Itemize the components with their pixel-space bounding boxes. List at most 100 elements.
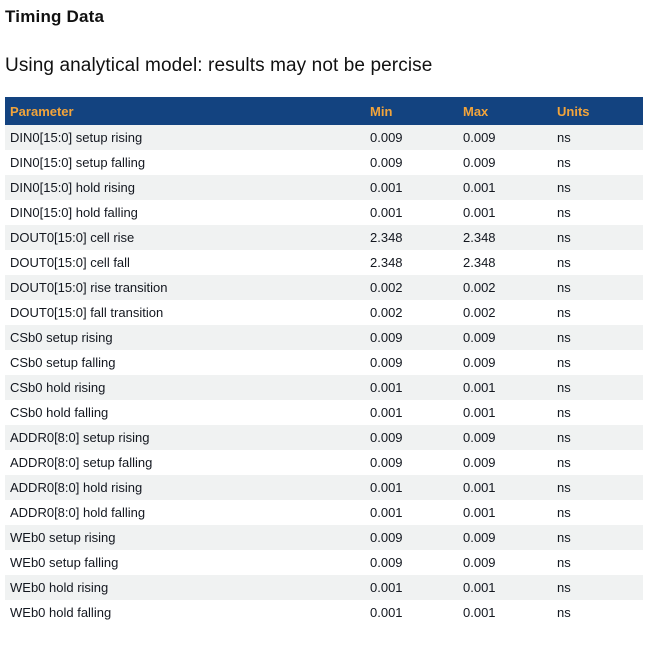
table-row: ADDR0[8:0] setup falling 0.009 0.009 ns bbox=[5, 450, 643, 475]
cell-parameter: WEb0 setup falling bbox=[10, 555, 119, 570]
cell-min: 0.009 bbox=[370, 330, 403, 345]
cell-units: ns bbox=[557, 555, 571, 570]
table-row: ADDR0[8:0] setup rising 0.009 0.009 ns bbox=[5, 425, 643, 450]
cell-units: ns bbox=[557, 280, 571, 295]
table-row: WEb0 setup falling 0.009 0.009 ns bbox=[5, 550, 643, 575]
table-row: WEb0 hold rising 0.001 0.001 ns bbox=[5, 575, 643, 600]
cell-parameter: CSb0 setup rising bbox=[10, 330, 113, 345]
cell-units: ns bbox=[557, 330, 571, 345]
table-body: DIN0[15:0] setup rising 0.009 0.009 ns DIN0[… bbox=[5, 125, 643, 625]
cell-min: 0.002 bbox=[370, 305, 403, 320]
table-row: DOUT0[15:0] fall transition 0.002 0.002 ns bbox=[5, 300, 643, 325]
table-row: WEb0 setup rising 0.009 0.009 ns bbox=[5, 525, 643, 550]
table-row: DOUT0[15:0] cell fall 2.348 2.348 ns bbox=[5, 250, 643, 275]
cell-max: 0.001 bbox=[463, 205, 496, 220]
cell-parameter: DOUT0[15:0] cell rise bbox=[10, 230, 135, 245]
cell-max: 0.009 bbox=[463, 155, 496, 170]
cell-min: 0.009 bbox=[370, 555, 403, 570]
cell-units: ns bbox=[557, 255, 571, 270]
cell-min: 0.009 bbox=[370, 155, 403, 170]
cell-parameter: DIN0[15:0] hold falling bbox=[10, 205, 138, 220]
column-header-parameter: Parameter bbox=[5, 97, 365, 125]
page-subtitle: Using analytical model: results may not … bbox=[5, 55, 433, 76]
cell-max: 0.009 bbox=[463, 130, 496, 145]
cell-parameter: DOUT0[15:0] rise transition bbox=[10, 280, 168, 295]
table-row: CSb0 hold rising 0.001 0.001 ns bbox=[5, 375, 643, 400]
cell-min: 0.001 bbox=[370, 180, 403, 195]
cell-units: ns bbox=[557, 205, 571, 220]
cell-parameter: CSb0 setup falling bbox=[10, 355, 116, 370]
cell-parameter: DIN0[15:0] setup falling bbox=[10, 155, 146, 170]
cell-parameter: WEb0 setup rising bbox=[10, 530, 116, 545]
cell-units: ns bbox=[557, 430, 571, 445]
cell-parameter: ADDR0[8:0] hold falling bbox=[10, 505, 146, 520]
table-row: ADDR0[8:0] hold falling 0.001 0.001 ns bbox=[5, 500, 643, 525]
cell-max: 0.001 bbox=[463, 180, 496, 195]
cell-units: ns bbox=[557, 605, 571, 620]
column-header-max: Max bbox=[458, 97, 552, 125]
cell-max: 0.009 bbox=[463, 555, 496, 570]
timing-table: Parameter Min Max Units DIN0[15:0] setup… bbox=[5, 97, 643, 625]
cell-min: 0.009 bbox=[370, 455, 403, 470]
cell-max: 2.348 bbox=[463, 255, 496, 270]
cell-parameter: ADDR0[8:0] hold rising bbox=[10, 480, 143, 495]
cell-units: ns bbox=[557, 130, 571, 145]
table-row: ADDR0[8:0] hold rising 0.001 0.001 ns bbox=[5, 475, 643, 500]
cell-min: 0.001 bbox=[370, 205, 403, 220]
cell-parameter: DOUT0[15:0] cell fall bbox=[10, 255, 130, 270]
cell-min: 0.002 bbox=[370, 280, 403, 295]
cell-units: ns bbox=[557, 480, 571, 495]
cell-units: ns bbox=[557, 305, 571, 320]
table-row: CSb0 setup rising 0.009 0.009 ns bbox=[5, 325, 643, 350]
cell-max: 0.009 bbox=[463, 355, 496, 370]
cell-parameter: DIN0[15:0] hold rising bbox=[10, 180, 136, 195]
cell-min: 0.009 bbox=[370, 430, 403, 445]
cell-max: 0.009 bbox=[463, 530, 496, 545]
cell-units: ns bbox=[557, 405, 571, 420]
cell-min: 0.009 bbox=[370, 355, 403, 370]
table-row: CSb0 setup falling 0.009 0.009 ns bbox=[5, 350, 643, 375]
cell-units: ns bbox=[557, 505, 571, 520]
table-row: DIN0[15:0] hold rising 0.001 0.001 ns bbox=[5, 175, 643, 200]
table-row: WEb0 hold falling 0.001 0.001 ns bbox=[5, 600, 643, 625]
cell-min: 0.001 bbox=[370, 405, 403, 420]
cell-min: 2.348 bbox=[370, 230, 403, 245]
cell-max: 0.002 bbox=[463, 305, 496, 320]
cell-parameter: WEb0 hold falling bbox=[10, 605, 112, 620]
cell-max: 0.001 bbox=[463, 480, 496, 495]
cell-max: 0.001 bbox=[463, 380, 496, 395]
cell-min: 0.009 bbox=[370, 530, 403, 545]
cell-max: 0.009 bbox=[463, 430, 496, 445]
column-header-units: Units bbox=[552, 97, 643, 125]
column-header-min: Min bbox=[365, 97, 458, 125]
cell-units: ns bbox=[557, 180, 571, 195]
cell-units: ns bbox=[557, 155, 571, 170]
page-title: Timing Data bbox=[5, 7, 105, 26]
cell-max: 0.009 bbox=[463, 330, 496, 345]
cell-max: 0.001 bbox=[463, 505, 496, 520]
cell-min: 0.009 bbox=[370, 130, 403, 145]
cell-parameter: ADDR0[8:0] setup rising bbox=[10, 430, 150, 445]
table-row: DIN0[15:0] hold falling 0.001 0.001 ns bbox=[5, 200, 643, 225]
cell-parameter: DIN0[15:0] setup rising bbox=[10, 130, 143, 145]
cell-min: 0.001 bbox=[370, 505, 403, 520]
cell-min: 0.001 bbox=[370, 580, 403, 595]
cell-max: 0.001 bbox=[463, 605, 496, 620]
cell-min: 2.348 bbox=[370, 255, 403, 270]
cell-units: ns bbox=[557, 530, 571, 545]
cell-units: ns bbox=[557, 580, 571, 595]
cell-min: 0.001 bbox=[370, 605, 403, 620]
table-header-row: Parameter Min Max Units bbox=[5, 97, 643, 125]
cell-units: ns bbox=[557, 355, 571, 370]
cell-min: 0.001 bbox=[370, 480, 403, 495]
table-row: DIN0[15:0] setup falling 0.009 0.009 ns bbox=[5, 150, 643, 175]
cell-units: ns bbox=[557, 455, 571, 470]
cell-parameter: CSb0 hold falling bbox=[10, 405, 109, 420]
cell-units: ns bbox=[557, 380, 571, 395]
cell-parameter: WEb0 hold rising bbox=[10, 580, 109, 595]
cell-parameter: ADDR0[8:0] setup falling bbox=[10, 455, 153, 470]
cell-max: 0.009 bbox=[463, 455, 496, 470]
table-row: CSb0 hold falling 0.001 0.001 ns bbox=[5, 400, 643, 425]
cell-max: 0.001 bbox=[463, 405, 496, 420]
cell-min: 0.001 bbox=[370, 380, 403, 395]
